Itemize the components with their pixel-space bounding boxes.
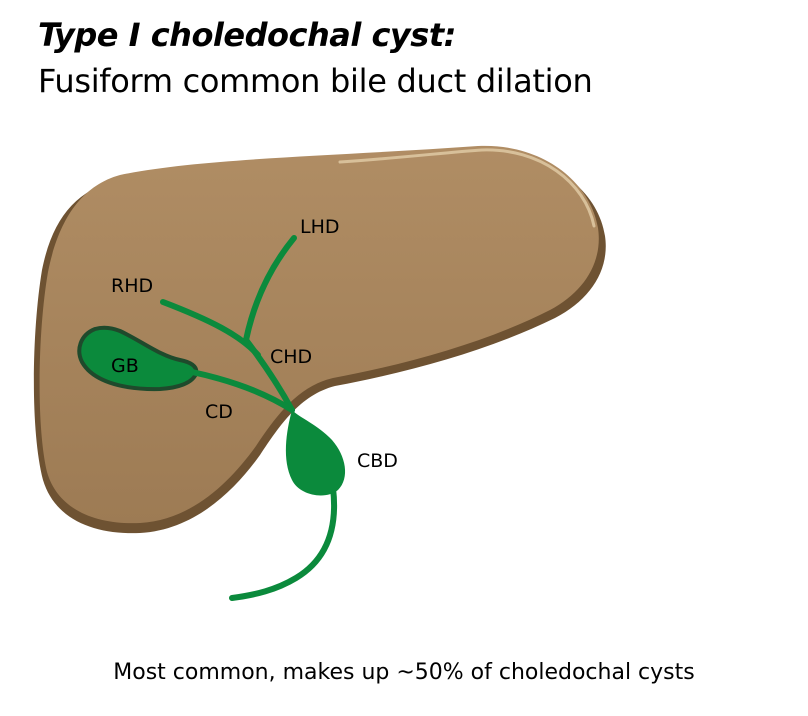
cbd-dilation [285, 410, 346, 496]
caption: Most common, makes up ~50% of choledocha… [113, 660, 695, 685]
distal-common-bile-duct [229, 485, 338, 601]
cystic-duct [189, 369, 295, 413]
label-chd: CHD [270, 346, 312, 368]
label-rhd: RHD [111, 275, 153, 297]
label-lhd: LHD [300, 216, 340, 238]
liver-highlight [338, 148, 596, 228]
label-gb: GB [111, 355, 139, 377]
title-line-2: Fusiform common bile duct dilation [38, 62, 593, 100]
common-hepatic-duct [243, 337, 295, 413]
liver [39, 145, 599, 524]
left-hepatic-duct [243, 235, 297, 343]
label-cd: CD [205, 401, 233, 423]
label-cbd: CBD [357, 450, 398, 472]
title-line-1: Type I choledochal cyst: [38, 16, 456, 54]
